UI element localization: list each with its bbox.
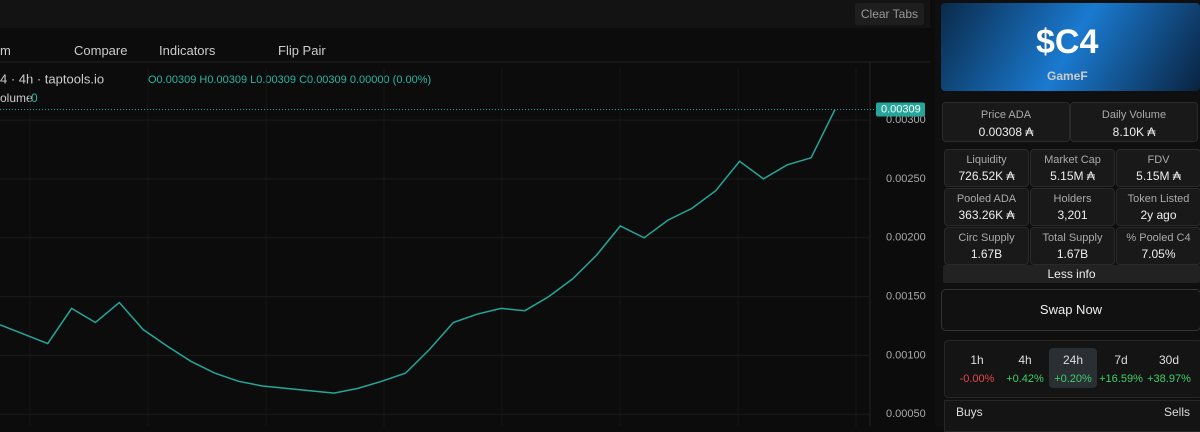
timeframe-label: 30d <box>1158 353 1180 367</box>
banner-tag: GameF <box>1047 69 1088 83</box>
stat-card: Token Listed 2y ago <box>1116 188 1200 226</box>
stat-value: 0.00308 ₳ <box>978 125 1034 139</box>
banner-title: $C4 <box>1036 23 1099 61</box>
stat-label: Circ Supply <box>958 232 1015 244</box>
stat-label: Liquidity <box>966 154 1007 166</box>
y-tick-label: 0.00300 <box>886 114 926 126</box>
swap-button[interactable]: Swap Now <box>941 289 1200 331</box>
timeframe[interactable]: 30d +38.97% <box>1145 348 1193 388</box>
stat-value: 1.67B <box>970 247 1003 261</box>
stat-value: 2y ago <box>1140 208 1177 222</box>
timeframe[interactable]: 24h +0.20% <box>1049 348 1097 388</box>
stat-label: FDV <box>1147 154 1170 166</box>
volume-value: 0 <box>31 91 38 105</box>
y-tick-label: 0.00200 <box>886 232 926 244</box>
legend-symbol: 4 · 4h · taptools.io <box>0 71 104 86</box>
timeframe-label: 4h <box>1018 353 1032 367</box>
stat-card: FDV 5.15M ₳ <box>1116 149 1200 187</box>
timeframe-label: 7d <box>1114 353 1128 367</box>
timeframe-label: 24h <box>1062 353 1084 367</box>
stat-label: Token Listed <box>1127 193 1190 205</box>
token-panel: $C4 GameF Price ADA 0.00308 ₳ Daily Volume… <box>935 0 1200 432</box>
timeframe[interactable]: 7d +16.59% <box>1097 348 1145 388</box>
volume-label: olume <box>0 91 33 105</box>
stat-value: 363.26K ₳ <box>958 208 1015 222</box>
stat-card: Circ Supply 1.67B <box>944 227 1029 265</box>
last-price-tag <box>876 102 925 117</box>
interval[interactable]: m <box>0 43 11 58</box>
legend-ohlc: O0.00309 H0.00309 L0.00309 C0.00309 0.00… <box>148 74 431 86</box>
stat-value: 5.15M ₳ <box>1050 169 1095 183</box>
headline-stat: Daily Volume 8.10K ₳ <box>1070 102 1198 142</box>
stat-label: Market Cap <box>1044 154 1101 166</box>
y-tick-label: 0.00100 <box>886 349 926 361</box>
timeframe-change: +0.20% <box>1054 373 1092 385</box>
timeframe-change: +0.42% <box>1006 373 1044 385</box>
stat-label: Holders <box>1053 193 1092 205</box>
y-tick-label: 0.00150 <box>886 290 926 302</box>
token-banner: $C4 GameF <box>941 3 1200 91</box>
stat-card: Pooled ADA 363.26K ₳ <box>944 188 1029 226</box>
stat-card: Holders 3,201 <box>1030 188 1115 226</box>
timeframe[interactable]: 1h -0.00% <box>953 348 1001 388</box>
less-info[interactable]: Less info <box>943 265 1200 283</box>
clear-tabs-button[interactable]: Clear Tabs <box>854 3 924 25</box>
stat-label: % Pooled C4 <box>1126 232 1191 244</box>
chart-toolbar: m Compare Indicators Flip Pair <box>0 36 930 64</box>
y-tick-label: 0.00050 <box>886 408 926 420</box>
stat-card: Liquidity 726.52K ₳ <box>944 149 1029 187</box>
stat-value: 3,201 <box>1057 208 1088 222</box>
stat-card: % Pooled C4 7.05% <box>1116 227 1200 265</box>
price-line <box>0 109 836 394</box>
compare[interactable]: Compare <box>74 43 128 58</box>
stat-card: Total Supply 1.67B <box>1030 227 1115 265</box>
stat-value: 5.15M ₳ <box>1136 169 1181 183</box>
stat-label: Total Supply <box>1042 232 1103 244</box>
flip-pair[interactable]: Flip Pair <box>278 43 326 58</box>
stat-value: 1.67B <box>1056 247 1089 261</box>
headline-stat: Price ADA 0.00308 ₳ <box>942 102 1070 142</box>
buys-label: Buys <box>956 405 983 419</box>
stat-value: 726.52K ₳ <box>958 169 1015 183</box>
stat-value: 8.10K ₳ <box>1112 125 1156 139</box>
indicators[interactable]: Indicators <box>159 43 216 58</box>
timeframe-change: +16.59% <box>1099 373 1143 385</box>
last-price-label: 0.00309 <box>881 103 921 115</box>
chart: 4 · 4h · taptools.io O0.00309 H0.00309 L… <box>0 61 930 426</box>
timeframe[interactable]: 4h +0.42% <box>1001 348 1049 388</box>
y-tick-label: 0.00250 <box>886 173 926 185</box>
timeframe-label: 1h <box>970 353 984 367</box>
stat-label: Daily Volume <box>1101 109 1167 121</box>
sells-label: Sells <box>1163 405 1190 419</box>
stat-label: Pooled ADA <box>956 193 1017 205</box>
timeframe-change: -0.00% <box>959 373 995 385</box>
stat-value: 7.05% <box>1141 247 1176 261</box>
stat-card: Market Cap 5.15M ₳ <box>1030 149 1115 187</box>
stat-label: Price ADA <box>980 109 1032 121</box>
timeframe-change: +38.97% <box>1147 373 1191 385</box>
top-bar: Clear Tabs <box>0 0 930 28</box>
